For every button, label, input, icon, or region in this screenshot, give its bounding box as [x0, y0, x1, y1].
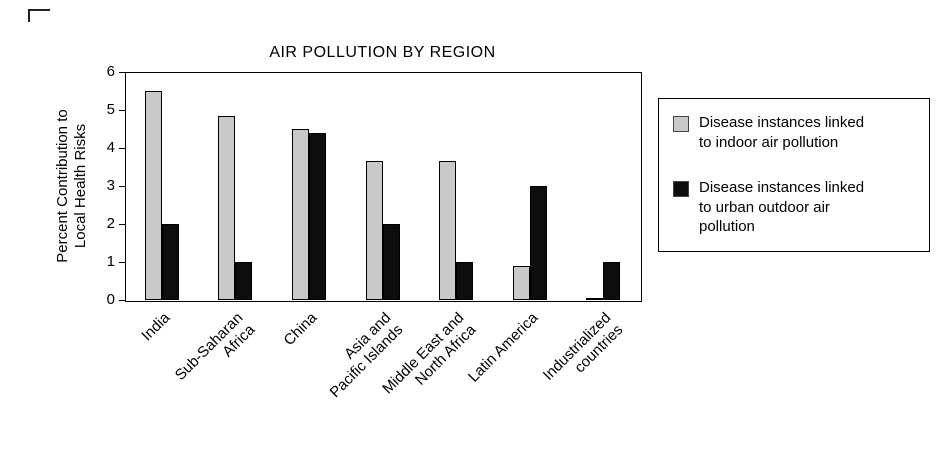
bar-indoor: [291, 129, 309, 300]
y-tick-label: 2: [106, 215, 115, 232]
bar-indoor: [218, 115, 236, 300]
y-tick-label: 0: [106, 291, 115, 308]
bar-indoor: [512, 265, 530, 300]
y-tick-mark: [119, 223, 125, 225]
legend-swatch: [673, 116, 689, 132]
bar-indoor: [586, 298, 604, 301]
y-tick-label: 6: [106, 63, 115, 80]
bar-indoor: [144, 91, 162, 300]
y-tick-mark: [119, 299, 125, 301]
bar-outdoor: [456, 262, 474, 300]
y-axis-title: Percent Contribution to Local Health Ris…: [54, 109, 89, 263]
y-tick-mark: [119, 261, 125, 263]
y-tick-label: 4: [106, 139, 115, 156]
x-axis-label: Industrialized countries: [539, 309, 627, 384]
bar-outdoor: [161, 224, 179, 300]
bar-indoor: [439, 161, 457, 300]
chart-title: AIR POLLUTION BY REGION: [269, 44, 496, 61]
corner-crop-mark: [28, 9, 50, 22]
y-tick-label: 3: [106, 177, 115, 194]
y-tick-label: 5: [106, 101, 115, 118]
legend-box: Disease instances linked to indoor air p…: [658, 98, 930, 252]
y-tick-label: 1: [106, 253, 115, 270]
y-tick-mark: [119, 109, 125, 111]
bar-outdoor: [529, 186, 547, 300]
bar-outdoor: [382, 224, 400, 300]
y-tick-mark: [119, 71, 125, 73]
legend-swatch: [673, 181, 689, 197]
bar-indoor: [365, 161, 383, 300]
legend-entry: Disease instances linked to urban outdoo…: [673, 178, 915, 237]
bar-outdoor: [308, 132, 326, 300]
y-tick-mark: [119, 147, 125, 149]
legend-label: Disease instances linked to indoor air p…: [699, 114, 865, 151]
legend-entry: Disease instances linked to indoor air p…: [673, 113, 915, 152]
bar-outdoor: [235, 262, 253, 300]
y-tick-mark: [119, 185, 125, 187]
chart-canvas: AIR POLLUTION BY REGION Percent Contribu…: [28, 9, 930, 401]
bar-outdoor: [603, 262, 621, 300]
legend-label: Disease instances linked to urban outdoo…: [699, 179, 865, 235]
